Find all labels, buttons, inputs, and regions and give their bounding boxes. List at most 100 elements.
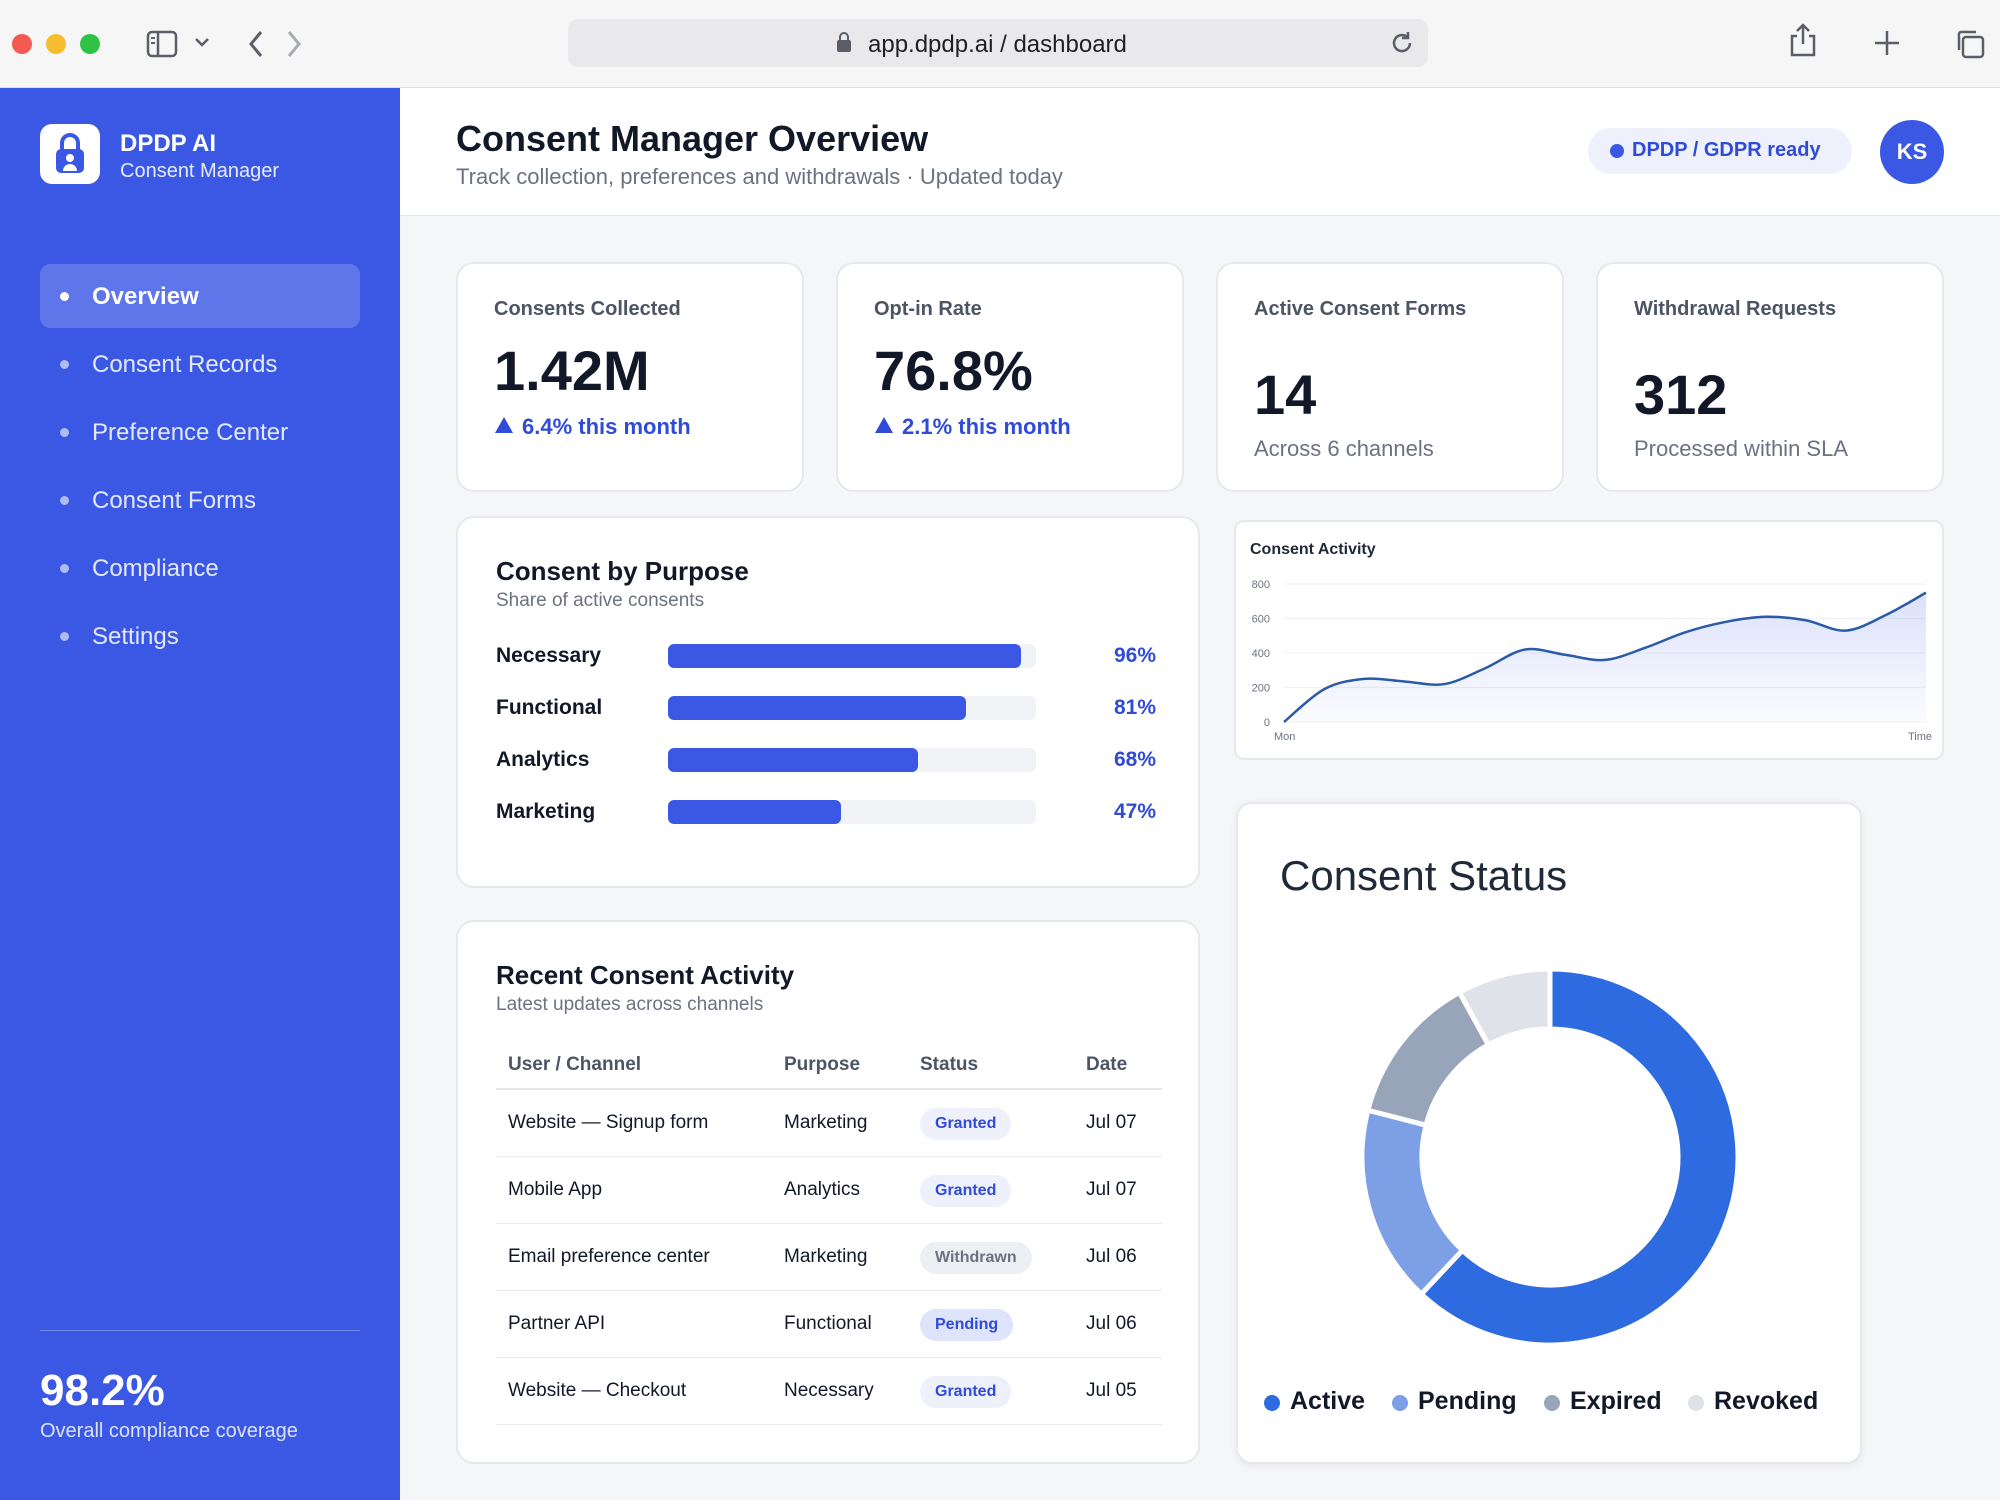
lock-person-icon bbox=[56, 133, 84, 173]
consent-activity-chart-card: Consent Activity 0 200 400 600 800 Mon Time bbox=[1234, 520, 1944, 760]
maximize-window-button[interactable] bbox=[80, 34, 100, 54]
purpose-bar-track bbox=[668, 800, 1036, 824]
table-row[interactable]: Mobile App Analytics Granted Jul 07 bbox=[496, 1157, 1162, 1224]
bullet-icon bbox=[60, 632, 69, 641]
forward-icon[interactable] bbox=[284, 28, 304, 60]
avatar[interactable]: KS bbox=[1880, 120, 1944, 184]
sidebar-item-settings[interactable]: Settings bbox=[40, 604, 360, 668]
chevron-down-icon[interactable] bbox=[194, 36, 210, 48]
legend-label: Expired bbox=[1570, 1387, 1662, 1415]
compliance-badge-label: DPDP / GDPR ready bbox=[1632, 139, 1821, 161]
close-window-button[interactable] bbox=[12, 34, 32, 54]
purpose-row: Marketing 47% bbox=[496, 794, 1156, 830]
status-badge: Granted bbox=[920, 1108, 1012, 1140]
legend-swatch-icon bbox=[1688, 1395, 1704, 1411]
sidebar-divider bbox=[40, 1330, 360, 1331]
purpose-row: Analytics 68% bbox=[496, 742, 1156, 778]
table-row[interactable]: Website — Signup form Marketing Granted Jul… bbox=[496, 1090, 1162, 1157]
purpose-cell: Functional bbox=[784, 1313, 872, 1334]
address-bar[interactable]: app.dpdp.ai / dashboard bbox=[568, 19, 1428, 67]
date-cell: Jul 05 bbox=[1086, 1380, 1137, 1401]
sidebar-item-compliance[interactable]: Compliance bbox=[40, 536, 360, 600]
x-tick-label: Mon bbox=[1274, 731, 1295, 743]
card-title: Consent by Purpose bbox=[496, 556, 749, 586]
legend-swatch-icon bbox=[1544, 1395, 1560, 1411]
bullet-icon bbox=[60, 428, 69, 437]
sidebar-item-label: Consent Records bbox=[92, 351, 278, 378]
sidebar-item-consent-forms[interactable]: Consent Forms bbox=[40, 468, 360, 532]
new-tab-icon[interactable] bbox=[1872, 28, 1902, 58]
sidebar-toggle-icon[interactable] bbox=[146, 30, 178, 58]
purpose-percent: 47% bbox=[1113, 800, 1156, 823]
sidebar-item-preference-center[interactable]: Preference Center bbox=[40, 400, 360, 464]
y-tick-label: 0 bbox=[1264, 717, 1270, 729]
stat-label: Active Consent Forms bbox=[1254, 298, 1467, 320]
sidebar: DPDP AI Consent Manager Overview Consent… bbox=[0, 88, 400, 1500]
sidebar-item-overview[interactable]: Overview bbox=[40, 264, 360, 328]
purpose-row: Necessary 96% bbox=[496, 638, 1156, 674]
stat-label: Consents Collected bbox=[494, 298, 681, 320]
bullet-icon bbox=[60, 292, 69, 301]
y-tick-label: 200 bbox=[1252, 683, 1270, 695]
legend-swatch-icon bbox=[1264, 1395, 1280, 1411]
stat-trend: 2.1% this month bbox=[902, 414, 1071, 439]
reload-icon[interactable] bbox=[1388, 29, 1416, 57]
stat-card-withdrawal-requests: Withdrawal Requests 312 Processed within… bbox=[1596, 262, 1944, 492]
date-cell: Jul 07 bbox=[1086, 1112, 1137, 1133]
browser-toolbar: app.dpdp.ai / dashboard bbox=[0, 0, 2000, 88]
column-header: Purpose bbox=[784, 1054, 861, 1075]
date-cell: Jul 06 bbox=[1086, 1313, 1137, 1334]
url-text: app.dpdp.ai / dashboard bbox=[868, 31, 1127, 58]
share-icon[interactable] bbox=[1788, 22, 1818, 58]
stat-value: 76.8% bbox=[874, 339, 1033, 402]
compliance-badge: DPDP / GDPR ready bbox=[1588, 128, 1852, 174]
sidebar-item-consent-records[interactable]: Consent Records bbox=[40, 332, 360, 396]
consent-status-donut bbox=[1359, 966, 1741, 1348]
purpose-percent: 81% bbox=[1113, 696, 1156, 719]
minimize-window-button[interactable] bbox=[46, 34, 66, 54]
purpose-bar-track bbox=[668, 748, 1036, 772]
table-row[interactable]: Email preference center Marketing Withdraw… bbox=[496, 1224, 1162, 1291]
activity-table: User / Channel Purpose Status Date Websi… bbox=[496, 1042, 1162, 1425]
status-badge: Pending bbox=[920, 1309, 1014, 1341]
channel-cell: Website — Signup form bbox=[508, 1112, 709, 1133]
bullet-icon bbox=[60, 360, 69, 369]
purpose-bar-fill bbox=[668, 800, 841, 824]
y-tick-label: 600 bbox=[1252, 614, 1270, 626]
purpose-label: Marketing bbox=[496, 800, 596, 823]
table-row[interactable]: Website — Checkout Necessary Granted Jul 05 bbox=[496, 1358, 1162, 1425]
purpose-bar-fill bbox=[668, 696, 967, 720]
stat-label: Withdrawal Requests bbox=[1634, 298, 1837, 320]
column-header: Date bbox=[1086, 1054, 1128, 1075]
purpose-bar-track bbox=[668, 696, 1036, 720]
y-tick-label: 400 bbox=[1252, 648, 1270, 660]
channel-cell: Website — Checkout bbox=[508, 1380, 687, 1401]
chart-title: Consent Activity bbox=[1250, 541, 1376, 558]
table-row[interactable]: Partner API Functional Pending Jul 06 bbox=[496, 1291, 1162, 1358]
channel-cell: Mobile App bbox=[508, 1179, 603, 1200]
page-subtitle: Track collection, preferences and withdr… bbox=[456, 164, 1063, 189]
purpose-percent: 68% bbox=[1113, 748, 1156, 771]
channel-cell: Partner API bbox=[508, 1313, 606, 1334]
date-cell: Jul 07 bbox=[1086, 1179, 1137, 1200]
card-subtitle: Latest updates across channels bbox=[496, 994, 764, 1015]
stat-card-active-consent-forms: Active Consent Forms 14 Across 6 channel… bbox=[1216, 262, 1564, 492]
chart-title: Consent Status bbox=[1280, 852, 1568, 899]
brand-title: DPDP AI bbox=[120, 130, 217, 157]
bullet-icon bbox=[60, 496, 69, 505]
brand-subtitle: Consent Manager bbox=[120, 160, 279, 182]
sidebar-item-label: Settings bbox=[92, 623, 179, 650]
stat-card-consents-collected: Consents Collected 1.42M 6.4% this month bbox=[456, 262, 804, 492]
date-cell: Jul 06 bbox=[1086, 1246, 1137, 1267]
tab-overview-icon[interactable] bbox=[1954, 28, 1986, 60]
purpose-row: Functional 81% bbox=[496, 690, 1156, 726]
back-icon[interactable] bbox=[246, 28, 266, 60]
stat-value: 1.42M bbox=[494, 339, 650, 402]
purpose-cell: Marketing bbox=[784, 1112, 868, 1133]
page-header: Consent Manager Overview Track collectio… bbox=[400, 88, 2000, 216]
compliance-value: 98.2% bbox=[40, 1366, 165, 1415]
column-header: Status bbox=[920, 1054, 979, 1075]
legend-label: Revoked bbox=[1714, 1387, 1819, 1415]
status-badge: Withdrawn bbox=[920, 1242, 1032, 1274]
donut-slice-pending bbox=[1359, 1107, 1466, 1298]
